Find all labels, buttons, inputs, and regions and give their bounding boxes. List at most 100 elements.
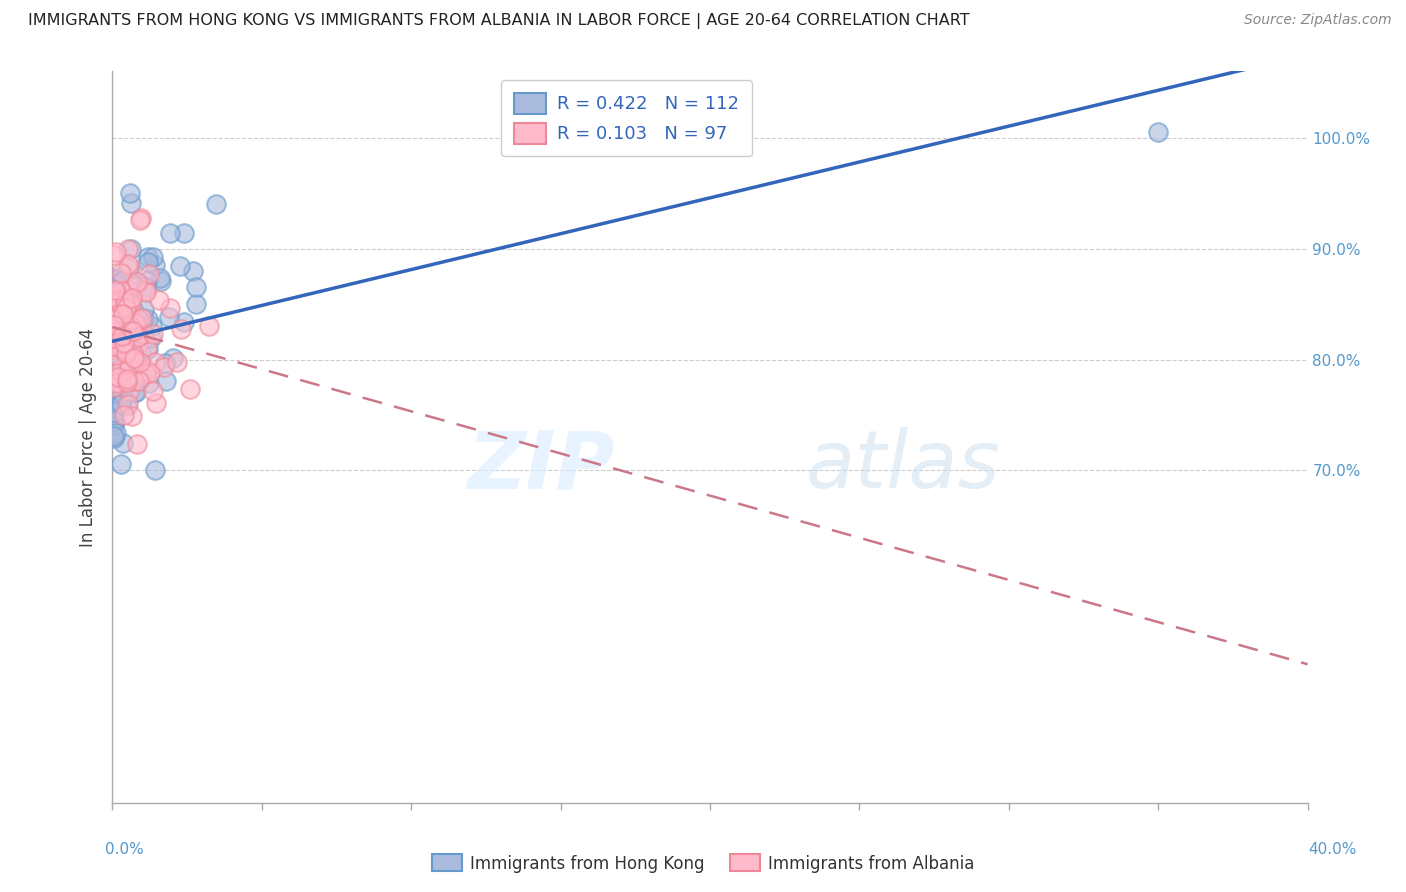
Point: [110, 270, 132, 285]
Point: [105, 368, 128, 382]
Point: [186, 296, 208, 310]
Point: [118, 309, 141, 323]
Point: [118, 261, 141, 276]
Point: [114, 367, 136, 381]
Point: [111, 385, 134, 400]
Point: [103, 431, 125, 445]
Point: [108, 362, 131, 376]
Point: [166, 355, 188, 369]
Point: [129, 355, 152, 369]
Point: [107, 396, 129, 410]
Point: [135, 367, 157, 381]
Point: [105, 376, 128, 390]
Point: [118, 361, 141, 376]
Point: [136, 342, 159, 356]
Point: [104, 316, 127, 330]
Point: [103, 351, 125, 365]
Point: [103, 331, 125, 345]
Point: [110, 458, 132, 472]
Point: [142, 384, 165, 398]
Point: [121, 291, 143, 305]
Point: [108, 315, 131, 329]
Legend: R = 0.422   N = 112, R = 0.103   N = 97: R = 0.422 N = 112, R = 0.103 N = 97: [501, 80, 752, 156]
Point: [127, 437, 149, 451]
Point: [110, 397, 132, 411]
Point: [152, 360, 174, 375]
Point: [104, 283, 127, 297]
Point: [128, 375, 150, 389]
Point: [129, 372, 152, 386]
Point: [114, 294, 136, 309]
Point: [110, 302, 132, 317]
Point: [143, 355, 166, 369]
Point: [122, 324, 145, 338]
Point: [118, 317, 141, 331]
Point: [153, 356, 176, 370]
Point: [105, 245, 128, 260]
Point: [103, 273, 125, 287]
Point: [127, 275, 149, 289]
Point: [115, 376, 138, 390]
Point: [103, 404, 125, 418]
Point: [110, 302, 132, 317]
Point: [121, 351, 143, 365]
Point: [122, 375, 145, 389]
Point: [108, 317, 131, 331]
Point: [131, 311, 153, 326]
Point: [103, 373, 125, 387]
Point: [108, 295, 131, 310]
Point: [139, 366, 162, 380]
Point: [135, 285, 157, 299]
Point: [127, 318, 149, 332]
Point: [115, 310, 138, 324]
Point: [111, 284, 134, 298]
Point: [107, 289, 129, 303]
Point: [107, 369, 129, 384]
Point: [184, 280, 207, 294]
Point: [112, 285, 135, 300]
Point: [122, 346, 145, 360]
Point: [118, 259, 141, 273]
Point: [118, 345, 141, 359]
Point: [107, 357, 129, 371]
Point: [103, 312, 125, 326]
Point: [127, 337, 149, 351]
Point: [115, 400, 138, 414]
Point: [104, 293, 127, 308]
Point: [124, 348, 146, 362]
Point: [124, 307, 146, 321]
Point: [143, 258, 166, 272]
Point: [103, 380, 125, 394]
Point: [125, 277, 148, 292]
Point: [120, 195, 142, 210]
Point: [131, 315, 153, 329]
Point: [117, 397, 139, 411]
Point: [124, 316, 146, 330]
Point: [110, 320, 132, 334]
Point: [112, 362, 135, 376]
Point: [120, 242, 142, 256]
Point: [118, 296, 141, 310]
Point: [112, 315, 135, 329]
Point: [117, 282, 139, 296]
Point: [104, 394, 127, 409]
Point: [120, 295, 142, 310]
Point: [179, 382, 201, 396]
Point: [105, 273, 128, 287]
Point: [127, 311, 149, 326]
Point: [117, 324, 139, 338]
Point: [104, 352, 127, 367]
Point: [122, 351, 145, 366]
Point: [110, 372, 132, 386]
Point: [103, 369, 125, 384]
Point: [115, 329, 138, 343]
Point: [104, 277, 127, 291]
Point: [205, 197, 228, 211]
Point: [124, 385, 146, 400]
Point: [159, 301, 181, 316]
Point: [111, 297, 134, 311]
Point: [142, 250, 165, 264]
Point: [105, 348, 128, 362]
Point: [112, 435, 135, 450]
Point: [103, 289, 125, 303]
